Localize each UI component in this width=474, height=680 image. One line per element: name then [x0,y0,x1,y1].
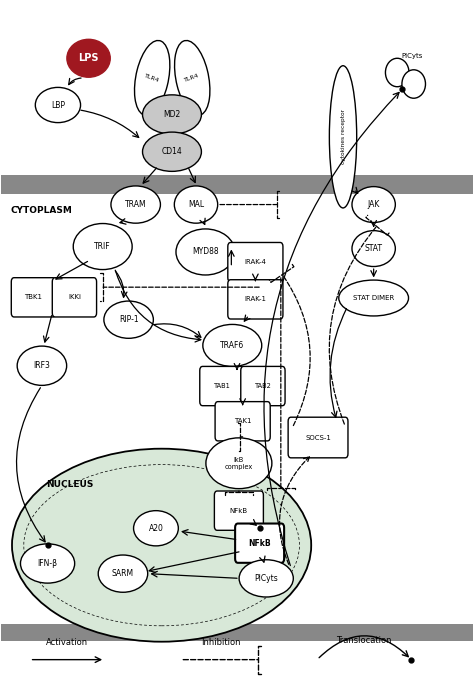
Ellipse shape [352,231,395,267]
Ellipse shape [339,280,409,316]
Ellipse shape [143,132,201,171]
Text: Inhibition: Inhibition [201,639,240,647]
Text: Activation: Activation [46,639,89,647]
Ellipse shape [174,186,218,223]
FancyBboxPatch shape [1,624,473,641]
Text: IRF3: IRF3 [34,361,50,370]
Ellipse shape [104,301,154,339]
Text: SARM: SARM [112,569,134,578]
Ellipse shape [329,66,357,208]
Text: STAT DIMER: STAT DIMER [353,295,394,301]
Text: JAK: JAK [367,200,380,209]
Text: MD2: MD2 [164,110,181,119]
Ellipse shape [12,449,311,642]
FancyBboxPatch shape [200,367,244,406]
FancyBboxPatch shape [214,491,264,530]
FancyBboxPatch shape [228,243,283,282]
Text: TRIF: TRIF [94,242,111,251]
Text: TAB1: TAB1 [214,383,230,389]
Text: TRAF6: TRAF6 [220,341,245,350]
Ellipse shape [385,58,409,87]
Text: LPS: LPS [78,53,99,63]
Ellipse shape [36,88,81,122]
Text: TBK1: TBK1 [25,294,43,301]
Ellipse shape [135,41,170,116]
FancyBboxPatch shape [11,277,55,317]
Text: SOCS-1: SOCS-1 [305,435,331,441]
Text: MAL: MAL [188,200,204,209]
Text: TAK1: TAK1 [234,418,251,424]
Text: A20: A20 [148,524,164,532]
FancyBboxPatch shape [1,175,473,194]
FancyBboxPatch shape [235,524,284,563]
Text: NUCLEUS: NUCLEUS [46,480,93,489]
Ellipse shape [73,224,132,269]
Text: LBP: LBP [51,101,65,109]
Text: RIP-1: RIP-1 [119,316,138,324]
Ellipse shape [174,41,210,116]
Text: IRAK-1: IRAK-1 [245,296,266,303]
Ellipse shape [134,511,178,546]
Ellipse shape [352,186,395,222]
Text: PICyts: PICyts [401,52,423,58]
Text: NFkB: NFkB [248,539,271,547]
FancyBboxPatch shape [52,277,97,317]
Text: IKKi: IKKi [68,294,81,301]
Text: TLR4: TLR4 [184,73,201,83]
FancyBboxPatch shape [228,279,283,319]
Ellipse shape [203,324,262,367]
Text: cytokines receptor: cytokines receptor [340,109,346,165]
Text: PICyts: PICyts [255,574,278,583]
FancyBboxPatch shape [241,367,285,406]
Text: CD14: CD14 [162,148,182,156]
Ellipse shape [176,229,235,275]
Text: IkB
complex: IkB complex [225,457,253,470]
FancyBboxPatch shape [288,418,348,458]
Ellipse shape [239,560,293,597]
Ellipse shape [143,95,201,134]
Text: MYD88: MYD88 [192,248,219,256]
Text: TAB2: TAB2 [255,383,271,389]
Ellipse shape [17,346,67,386]
Text: IFN-β: IFN-β [37,559,57,568]
Ellipse shape [111,186,160,223]
Ellipse shape [20,544,75,583]
Text: NFkB: NFkB [230,508,248,513]
Text: CYTOPLASM: CYTOPLASM [11,206,73,216]
Text: STAT: STAT [365,244,383,253]
Ellipse shape [206,438,272,489]
FancyBboxPatch shape [215,402,270,441]
Text: TRAM: TRAM [125,200,146,209]
Text: TLR4: TLR4 [144,73,160,83]
Text: Translocation: Translocation [337,636,392,645]
Text: IRAK-4: IRAK-4 [245,259,266,265]
Ellipse shape [98,555,148,592]
Ellipse shape [402,70,426,98]
Ellipse shape [67,39,110,78]
